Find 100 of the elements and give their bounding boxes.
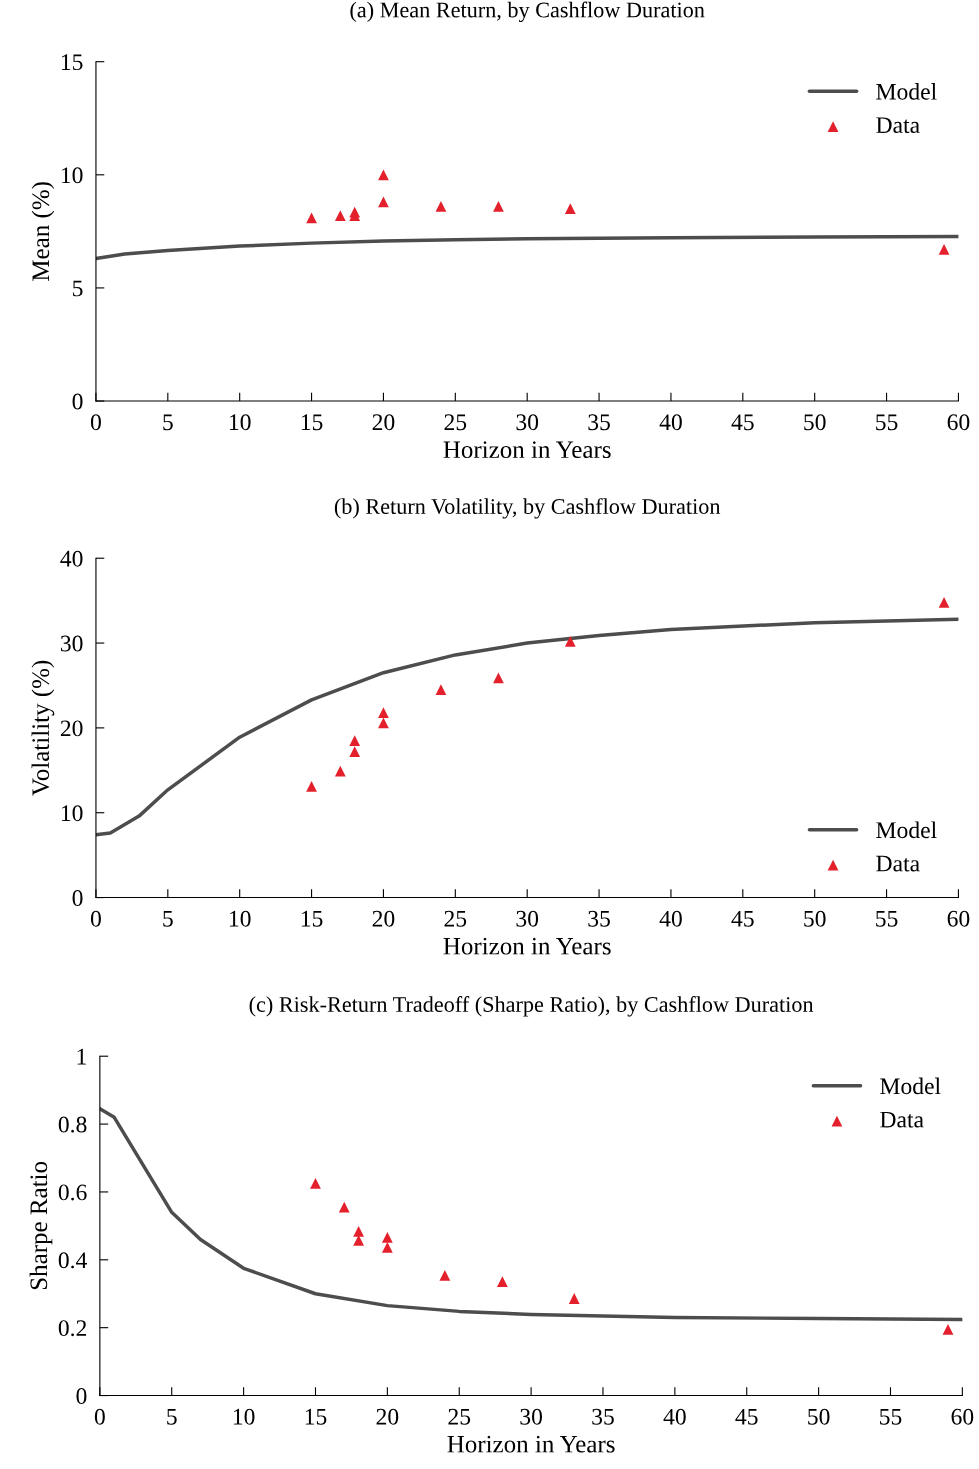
x-tick-label: 15 [305, 1408, 327, 1425]
x-tick-label: 10 [229, 414, 251, 431]
y-tick-label: 30 [60, 635, 83, 652]
legend-label: Model [880, 1077, 941, 1095]
y-tick-label: 5 [73, 280, 83, 297]
chart-title: (a) Mean Return, by Cashflow Duration [350, 1, 705, 23]
point [493, 201, 504, 212]
point [349, 735, 361, 746]
line-series [95, 234, 959, 261]
point [378, 169, 389, 181]
legend-label: Model [876, 821, 937, 839]
point [353, 1235, 364, 1246]
x-tick-label: 35 [588, 910, 610, 927]
x-tick-label: 40 [659, 414, 682, 431]
x-tick-label: 10 [233, 1408, 255, 1425]
x-axis-title: Horizon in Years [443, 937, 611, 955]
legend-label: Model [876, 83, 937, 100]
x-tick-label: 60 [947, 910, 970, 927]
x-tick-label: 45 [735, 1408, 758, 1425]
x-tick-label: 35 [588, 414, 610, 431]
line-series [95, 617, 959, 837]
x-tick-label: 60 [951, 1408, 974, 1425]
point [439, 1270, 451, 1281]
x-tick-label: 5 [163, 414, 173, 431]
x-tick-label: 50 [808, 1408, 830, 1425]
x-tick-label: 25 [444, 414, 467, 431]
y-tick-label: 0.8 [58, 1116, 87, 1133]
x-tick-label: 45 [731, 910, 754, 927]
point [435, 201, 447, 212]
x-tick-label: 5 [167, 1408, 177, 1425]
point [378, 707, 389, 718]
x-tick-label: 15 [301, 414, 323, 431]
y-tick-label: 0.2 [58, 1320, 87, 1337]
x-tick-label: 50 [804, 414, 826, 431]
point [306, 212, 317, 224]
x-tick-label: 45 [731, 414, 754, 431]
x-tick-label: 10 [229, 910, 251, 927]
x-tick-label: 25 [448, 1408, 471, 1425]
point [493, 672, 504, 684]
x-tick-label: 55 [880, 1408, 902, 1425]
y-tick-label: 40 [60, 550, 83, 567]
y-tick-label: 10 [61, 805, 83, 822]
y-tick-label: 0.6 [58, 1184, 87, 1201]
y-tick-label: 15 [61, 54, 83, 71]
x-axis-title: Horizon in Years [443, 441, 611, 459]
x-tick-label: 20 [372, 414, 395, 431]
point [381, 1232, 393, 1243]
x-tick-label: 60 [947, 414, 970, 431]
point [353, 1225, 364, 1237]
x-tick-label: 30 [516, 414, 539, 431]
y-tick-label: 0 [72, 890, 83, 906]
x-tick-label: 0 [90, 414, 101, 431]
x-axis-title: Horizon in Years [447, 1435, 615, 1453]
point [349, 746, 361, 758]
point [381, 1241, 393, 1253]
chart-title: (b) Return Volatility, by Cashflow Duration [334, 498, 721, 519]
point [306, 781, 317, 792]
y-axis-title: Mean (%) [31, 182, 55, 281]
point [564, 203, 576, 215]
x-tick-label: 30 [520, 1408, 543, 1425]
x-tick-label: 20 [372, 910, 395, 927]
x-tick-label: 15 [301, 910, 323, 927]
y-axis-title: Volatility (%) [31, 660, 55, 796]
x-tick-label: 20 [376, 1408, 399, 1425]
point [568, 1293, 580, 1304]
point [334, 765, 346, 777]
point [938, 244, 950, 255]
point [496, 1276, 508, 1287]
x-tick-label: 40 [659, 910, 682, 927]
x-tick-label: 5 [163, 910, 173, 927]
point [334, 210, 346, 221]
y-tick-label: 10 [61, 167, 83, 184]
y-axis-title: Sharpe Ratio [29, 1161, 53, 1290]
point [435, 684, 447, 696]
point [378, 717, 389, 729]
x-tick-label: 30 [516, 910, 539, 927]
x-tick-label: 35 [592, 1408, 614, 1425]
x-tick-label: 55 [876, 910, 898, 927]
legend-label: Data [876, 117, 920, 134]
line-series [99, 1107, 963, 1322]
point [942, 1324, 954, 1335]
x-tick-label: 40 [663, 1408, 686, 1425]
point [338, 1201, 350, 1213]
point [564, 635, 576, 647]
y-tick-label: 20 [60, 720, 83, 737]
x-tick-label: 0 [94, 1408, 105, 1425]
point [310, 1178, 321, 1189]
legend-label: Data [876, 855, 920, 872]
x-tick-label: 25 [444, 910, 467, 927]
point [938, 596, 950, 608]
y-tick-label: 0.4 [58, 1252, 87, 1269]
x-tick-label: 55 [876, 414, 898, 431]
legend-label: Data [880, 1111, 924, 1128]
y-tick-label: 0 [72, 393, 83, 410]
point [378, 196, 389, 208]
x-tick-label: 0 [90, 910, 101, 927]
chart-title: (c) Risk-Return Tradeoff (Sharpe Ratio), by Cashflow Duration [249, 996, 814, 1017]
y-tick-label: 1 [77, 1048, 86, 1065]
y-tick-label: 0 [76, 1388, 87, 1404]
x-tick-label: 50 [804, 910, 826, 927]
